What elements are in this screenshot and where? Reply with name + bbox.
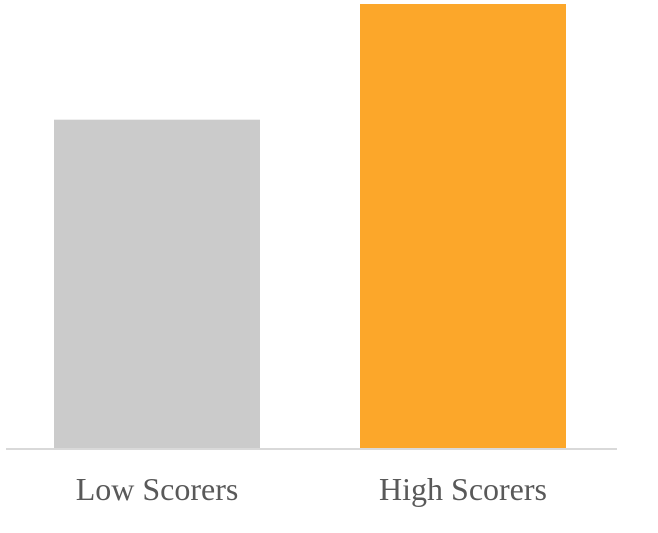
category-labels-group: Low Scorers High Scorers [76,471,547,507]
x-tick-label-low-scorers: Low Scorers [76,471,239,507]
x-tick-label-high-scorers: High Scorers [379,471,547,507]
bar-high-scorers [360,4,566,449]
bars-group [54,4,566,449]
bar-low-scorers [54,119,260,449]
